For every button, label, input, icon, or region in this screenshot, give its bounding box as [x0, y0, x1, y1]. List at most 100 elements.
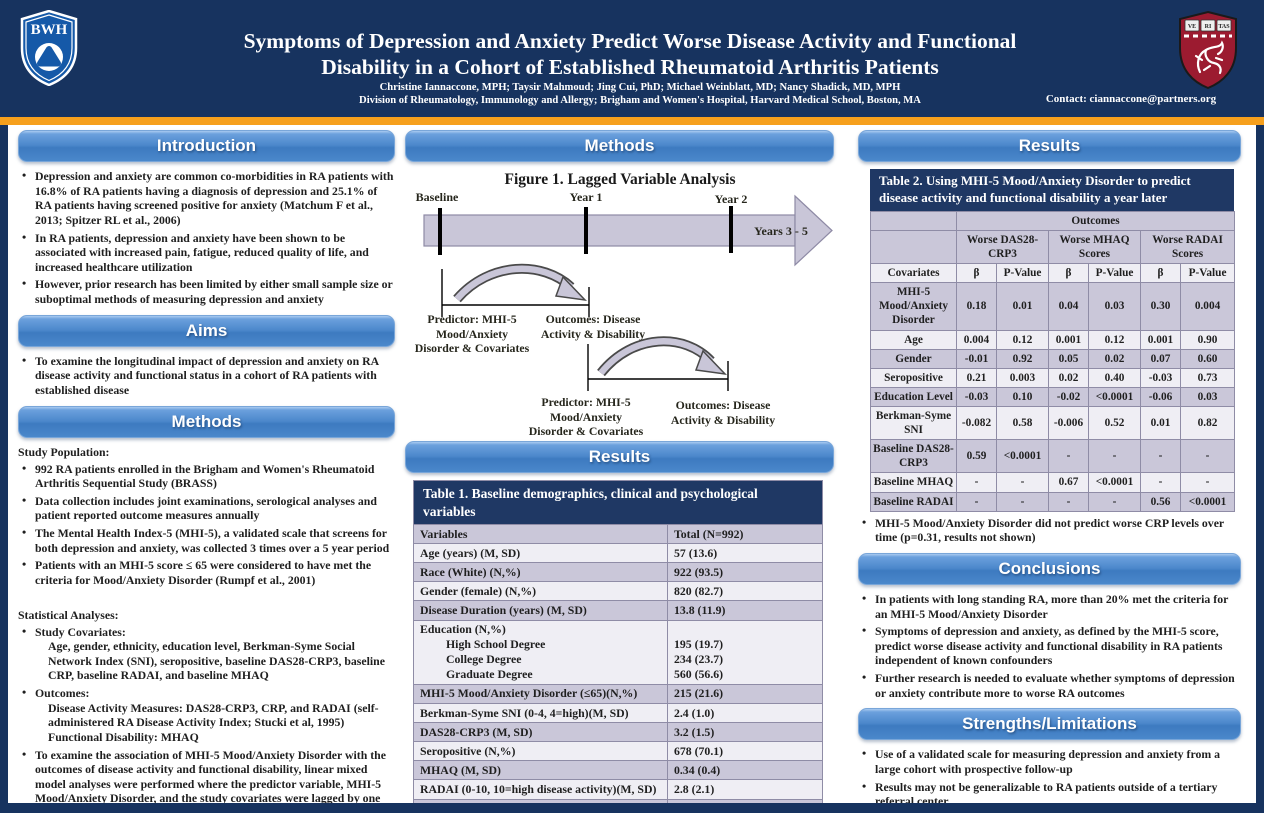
table-cell-value: 0.67 — [1048, 472, 1089, 493]
table-cell-empty — [870, 229, 957, 265]
table-cell-value: 0.02 — [1048, 367, 1089, 388]
table-cell-value: 2.8 (2.1) — [666, 780, 822, 799]
bullet-item: MHI-5 Mood/Anxiety Disorder did not pred… — [858, 515, 1241, 545]
book-ri: RI — [1205, 24, 1212, 30]
table-cell-value: 195 (19.7) 234 (23.7) 560 (56.6) — [666, 620, 822, 684]
table-cell-variable: RADAI (0-10, 10=high disease activity)(M… — [420, 781, 657, 796]
table-cell-group-header: Worse MHAQ Scores — [1048, 229, 1141, 265]
table-row: Baseline DAS28-CRP3 0.59 <0.0001- - - - — [870, 439, 1236, 474]
lag1-predictor-label: Predictor: MHI-5 Mood/Anxiety Disorder &… — [414, 312, 530, 356]
left-column: Introduction Depression and anxiety are … — [18, 130, 395, 803]
table-cell-value: 0.003 — [996, 367, 1049, 388]
table-cell-value: 678 (70.1) — [666, 742, 822, 761]
section-header-aims: Aims — [18, 314, 395, 347]
table-cell-value: 0.12 — [1088, 329, 1141, 350]
title-line-1: Symptoms of Depression and Anxiety Predi… — [243, 29, 1017, 53]
table-cell-group-header: Worse DAS28-CRP3 — [956, 229, 1049, 265]
table-row: Baseline MHAQ - -0.67 <0.0001- - — [870, 472, 1236, 493]
timeline-label-year2: Year 2 — [715, 192, 748, 206]
table-cell-value: 2.1 (0.77-5.59) — [666, 799, 822, 803]
table-cell-variable: Education (N,%) High School Degree College… — [414, 621, 667, 684]
bullet-item: Patients with an MHI-5 score ≤ 65 were c… — [18, 557, 395, 587]
statistical-analyses-heading: Statistical Analyses: — [18, 607, 119, 622]
bullet-item: To examine the longitudinal impact of de… — [18, 353, 395, 398]
table-cell-covariate: Seropositive — [870, 367, 957, 388]
table-row: Outcomes — [870, 210, 1236, 231]
bullet-item: Use of a validated scale for measuring d… — [858, 746, 1241, 776]
table-cell-value: 0.004 — [956, 329, 997, 350]
table1-title: Table 1. Baseline demographics, clinical… — [414, 481, 822, 525]
table-row: Baseline RADAI - - - -0.56 <0.0001 — [870, 491, 1236, 512]
table-row: Age 0.004 0.12 0.001 0.12 0.001 0.90 — [870, 329, 1236, 350]
table-row: RADAI (0-10, 10=high disease activity)(M… — [414, 779, 822, 799]
right-column: Results Table 2. Using MHI-5 Mood/Anxiet… — [858, 130, 1241, 803]
table-row: MHI-5 Mood/Anxiety Disorder 0.18 0.01 0.04 0… — [870, 282, 1236, 331]
table-cell-value: - — [996, 491, 1049, 512]
table-cell-value: - — [1088, 439, 1141, 474]
table-cell-value: 0.04 — [1048, 282, 1089, 331]
table-cell-value: 0.30 — [1140, 282, 1181, 331]
table-cell-value: - — [1140, 472, 1181, 493]
poster-body: Introduction Depression and anxiety are … — [8, 125, 1256, 803]
table-cell-value: - — [1179, 439, 1236, 474]
strengths-bullets: Use of a validated scale for measuring d… — [858, 746, 1241, 803]
table-cell-value: <0.0001 — [996, 439, 1049, 474]
table-cell-pvalue-header: P-Value — [1179, 263, 1236, 284]
table-cell-beta-header: β — [956, 263, 997, 284]
table-cell-value: - — [996, 472, 1049, 493]
table-row: Race (White) (N,%) 922 (93.5) — [414, 562, 822, 582]
table-row: DAS28-CRP3 (M, SD) 3.2 (1.5) — [414, 722, 822, 742]
table-cell-value: -0.06 — [1140, 386, 1181, 407]
timeline-arrow-label: Years 3 - 5 — [754, 224, 808, 238]
table-cell-variable: Age (years) (M, SD) — [420, 545, 521, 560]
table-cell-value: 820 (82.7) — [666, 582, 822, 601]
table-row: Education Level -0.03 0.10 -0.02 <0.0001 -0.0… — [870, 386, 1236, 407]
section-header-strengths-limitations: Strengths/Limitations — [858, 708, 1241, 741]
lag1-arrowhead — [554, 275, 588, 302]
bwh-logo-text: BWH — [31, 22, 68, 38]
table2: Outcomes Worse DAS28-CRP3 Worse MHAQ Score… — [870, 210, 1236, 512]
table-cell-value: 0.05 — [1048, 348, 1089, 369]
table-row: Seropositive 0.21 0.003 0.02 0.40 -0.03 0.73 — [870, 367, 1236, 388]
table2-title: Table 2. Using MHI-5 Mood/Anxiety Disord… — [870, 169, 1234, 211]
table-row: Covariates β P-Value β P-Value β P-Value — [870, 263, 1236, 284]
table-row: Berkman-Syme SNI -0.082 0.58 -0.006 0.52 0.01… — [870, 405, 1236, 441]
table-subrow-value: 560 (56.6) — [673, 667, 724, 682]
table-cell-pvalue-header: P-Value — [996, 263, 1049, 284]
harvard-shield-logo: VE RI TAS — [1179, 10, 1237, 90]
figure1-lagged-variable-analysis: Figure 1. Lagged Variable Analysis Basel… — [405, 169, 834, 439]
table-cell-value: 0.21 — [956, 367, 997, 388]
conclusions-bullets: In patients with long standing RA, more … — [858, 591, 1241, 700]
table-row: CRP, median (quartile range)2.1 (0.77-5.… — [414, 798, 822, 803]
table-cell-covariate: MHI-5 Mood/Anxiety Disorder — [870, 282, 957, 331]
poster-title: Symptoms of Depression and Anxiety Predi… — [180, 28, 1080, 80]
table-cell-value: -0.082 — [956, 405, 997, 441]
table-cell-value: <0.0001 — [1088, 386, 1141, 407]
covariates-label: Study Covariates: — [35, 624, 126, 639]
table-subrow-label: High School Degree — [446, 637, 546, 652]
table-cell-value: -0.03 — [1140, 367, 1181, 388]
covariates-item: Study Covariates: Age, gender, ethnicity… — [18, 624, 395, 684]
bullet-item: However, prior research has been limited… — [18, 276, 395, 306]
table-cell-value: 0.60 — [1179, 348, 1236, 369]
bullet-item: Depression and anxiety are common co-mor… — [18, 168, 395, 228]
lag2-arrowhead — [694, 349, 728, 376]
timeline-label-year1: Year 1 — [570, 190, 603, 204]
table-cell-value: 2.4 (1.0) — [666, 704, 822, 723]
outcomes-line2: Functional Disability: MHAQ — [48, 729, 199, 744]
section-header-methods-left: Methods — [18, 405, 395, 438]
table-cell-variable: DAS28-CRP3 (M, SD) — [420, 724, 533, 739]
middle-column: Methods Figure 1. Lagged Variable Analys… — [405, 130, 834, 803]
table-row: Disease Duration (years) (M, SD) 13.8 (11… — [414, 600, 822, 620]
table-cell-value: 0.82 — [1179, 405, 1236, 441]
bwh-shield-logo: BWH — [20, 10, 78, 86]
table-cell-covariate: Baseline RADAI — [870, 491, 957, 512]
lag2-predictor-label: Predictor: MHI-5 Mood/Anxiety Disorder &… — [528, 395, 644, 439]
table-cell-beta-header: β — [1140, 263, 1181, 284]
table-cell-value: - — [1048, 491, 1089, 512]
table2-prediction-results: Table 2. Using MHI-5 Mood/Anxiety Disord… — [870, 169, 1236, 512]
table-cell-value: 0.07 — [1140, 348, 1181, 369]
table-cell-group-header: Worse RADAI Scores — [1139, 229, 1236, 265]
section-header-conclusions: Conclusions — [858, 552, 1241, 585]
